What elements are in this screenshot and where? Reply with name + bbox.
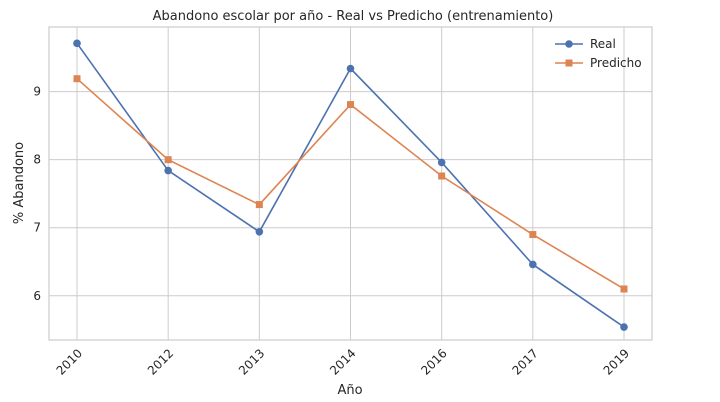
- x-tick-label: 2012: [145, 346, 176, 377]
- plot-frame: [48, 26, 653, 341]
- legend: Real Predicho: [555, 37, 642, 70]
- grid: [49, 27, 652, 340]
- y-tick-label: 9: [33, 85, 41, 99]
- data-point: [255, 228, 264, 236]
- legend-marker: [565, 59, 573, 67]
- data-point: [620, 285, 628, 293]
- x-tick-label: 2017: [509, 346, 540, 377]
- x-tick-label: 2010: [54, 346, 85, 377]
- y-axis-label: % Abandono: [12, 142, 27, 224]
- data-point: [255, 201, 263, 209]
- chart-title: Abandono escolar por año - Real vs Predi…: [153, 9, 554, 24]
- data-point: [620, 323, 628, 331]
- series-layer: [73, 39, 628, 331]
- data-point: [347, 101, 354, 109]
- x-tick-label: 2019: [601, 346, 632, 377]
- x-tick-label: 2013: [236, 346, 267, 377]
- data-point: [437, 158, 446, 167]
- data-point: [164, 156, 172, 164]
- x-axis-label: Año: [337, 383, 362, 398]
- data-point: [529, 231, 537, 239]
- series-predicho: [73, 75, 628, 293]
- x-tick-label: 2016: [418, 346, 449, 377]
- y-tick-label: 7: [33, 221, 41, 235]
- data-point: [529, 260, 537, 269]
- data-point: [73, 75, 81, 83]
- legend-marker: [565, 40, 573, 48]
- y-tick-label: 8: [33, 153, 41, 167]
- data-point: [164, 166, 172, 175]
- y-tick-label: 6: [33, 289, 41, 303]
- legend-label: Predicho: [590, 56, 642, 70]
- legend-label: Real: [590, 37, 616, 51]
- tick-labels: 2010 2012 2013 2014 2016 2017 2019 6 7 8 9: [33, 85, 632, 378]
- series-real: [73, 39, 628, 331]
- legend-item-real: Real: [555, 37, 616, 51]
- data-point: [438, 172, 446, 180]
- x-tick-label: 2014: [327, 346, 358, 377]
- legend-item-predicho: Predicho: [555, 56, 642, 70]
- data-point: [73, 39, 81, 48]
- data-point: [346, 64, 355, 73]
